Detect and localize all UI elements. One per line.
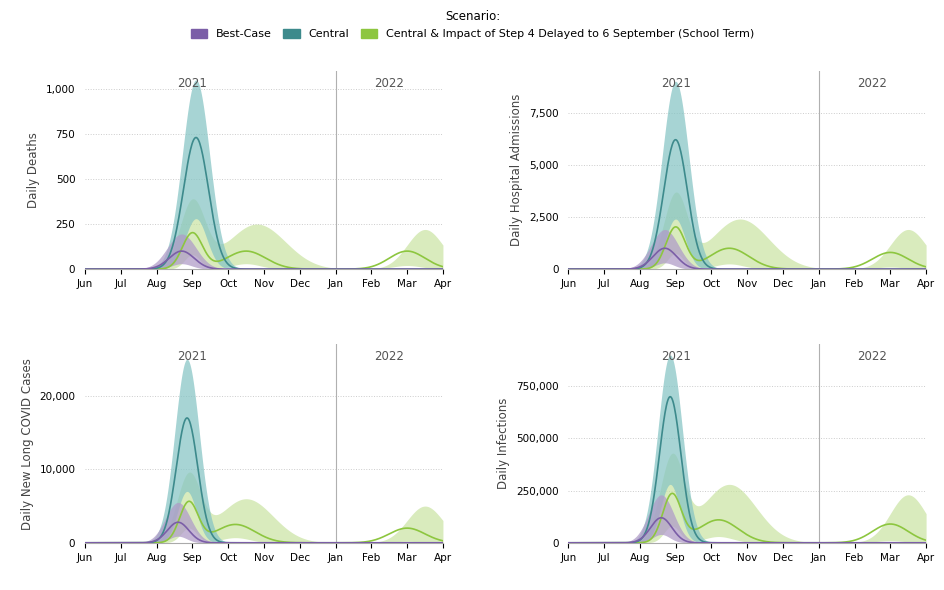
Text: 2022: 2022: [374, 350, 404, 363]
Y-axis label: Daily Deaths: Daily Deaths: [27, 132, 41, 208]
Text: 2022: 2022: [374, 77, 404, 90]
Y-axis label: Daily New Long COVID Cases: Daily New Long COVID Cases: [21, 358, 34, 530]
Text: 2022: 2022: [856, 77, 886, 90]
Text: 2021: 2021: [660, 350, 690, 363]
Legend: Best-Case, Central, Central & Impact of Step 4 Delayed to 6 September (School Te: Best-Case, Central, Central & Impact of …: [186, 5, 758, 44]
Text: 2021: 2021: [177, 77, 207, 90]
Y-axis label: Daily Hospital Admissions: Daily Hospital Admissions: [510, 94, 523, 246]
Text: 2022: 2022: [856, 350, 886, 363]
Text: 2021: 2021: [177, 350, 207, 363]
Text: 2021: 2021: [660, 77, 690, 90]
Y-axis label: Daily Infections: Daily Infections: [497, 398, 510, 489]
